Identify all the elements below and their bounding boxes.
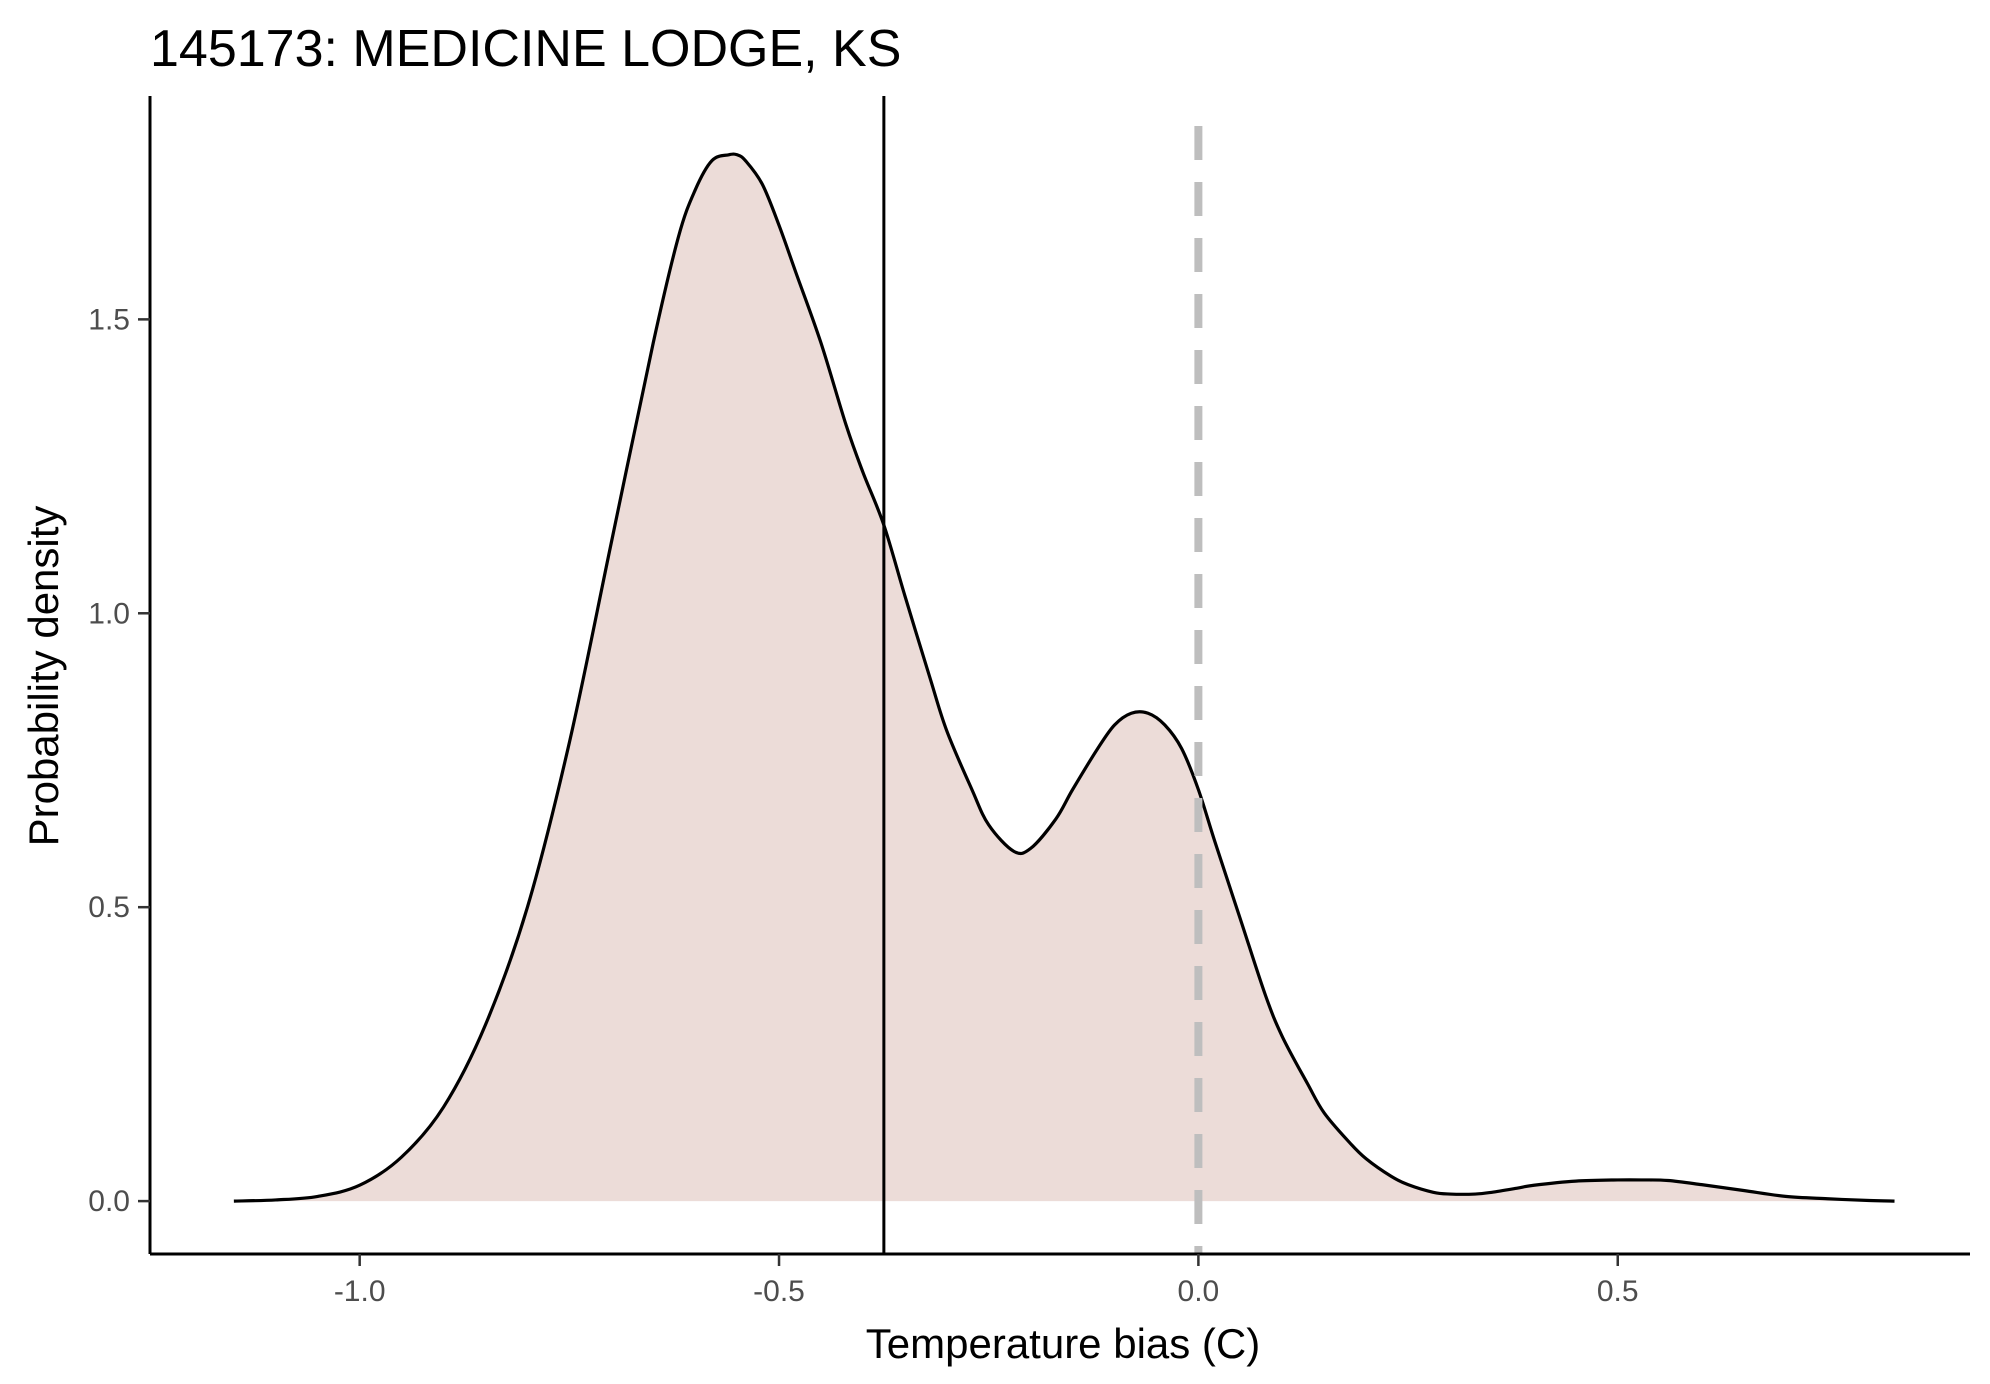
density-curve-line: [233, 152, 1895, 1203]
density-fill-area: [233, 154, 1895, 1202]
x-axis-title: Temperature bias (C): [866, 1320, 1260, 1367]
reference-lines: [882, 96, 1203, 1254]
x-axis-ticks: -1.0 -0.5 0.0 0.5: [334, 1254, 1639, 1308]
x-tick-label: 0.0: [1178, 1275, 1220, 1308]
y-tick-label: 1.5: [88, 303, 130, 336]
x-tick-label: -0.5: [753, 1275, 805, 1308]
y-tick-label: 1.0: [88, 597, 130, 630]
chart-title: 145173: MEDICINE LODGE, KS: [150, 20, 901, 78]
y-tick-label: 0.5: [88, 891, 130, 924]
x-tick-label: -1.0: [334, 1275, 386, 1308]
y-tick-label: 0.0: [88, 1185, 130, 1218]
x-tick-label: 0.5: [1597, 1275, 1639, 1308]
y-axis-ticks: 0.0 0.5 1.0 1.5: [88, 303, 150, 1218]
plot-area: [233, 152, 1895, 1203]
y-axis-title: Probability density: [20, 506, 67, 847]
